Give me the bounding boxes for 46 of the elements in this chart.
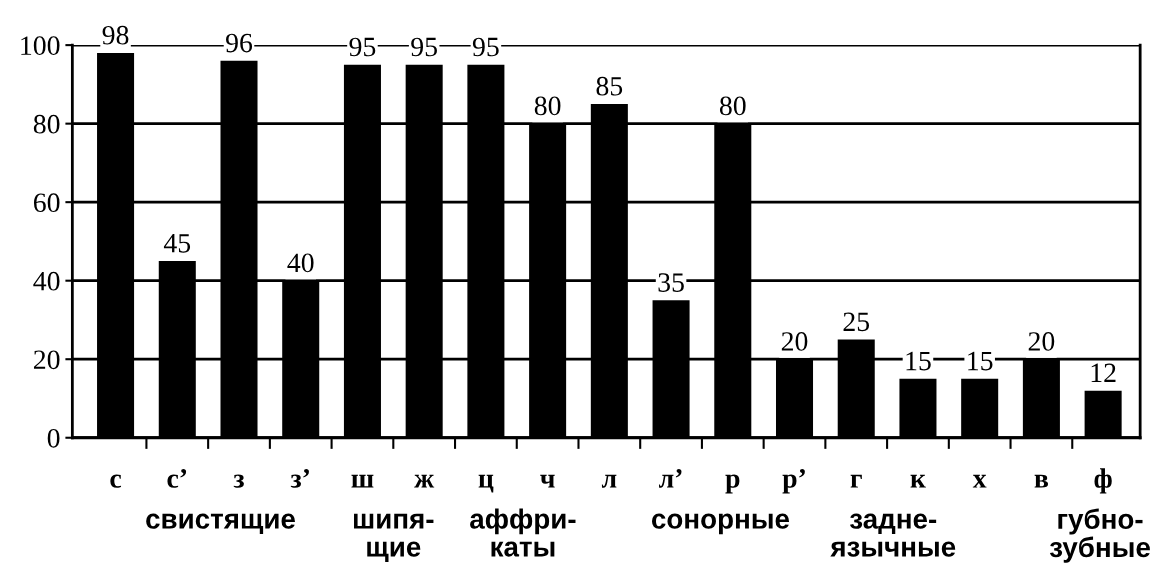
text: свистящие [146,513,295,535]
data-label: 95 [472,37,499,57]
x-tick-label: л’ [658,469,682,488]
data-label: 12 [1091,363,1116,382]
x-tick-label: ж [414,474,435,488]
data-label: 85 [596,76,623,96]
x-tick-label: с’ [167,469,187,488]
data-label: 98 [102,25,129,45]
x-tick-label: в [1034,474,1049,488]
x-tick-label: з [233,474,244,488]
data-label: 45 [163,234,191,253]
x-tick-label: к [910,474,926,488]
y-tick-label: 80 [33,114,60,134]
data-label: 20 [1028,332,1055,351]
x-tick-label: ч [540,474,555,488]
x-tick-label: г [850,474,862,488]
x-tick-label: з’ [290,469,309,488]
data-label: 20 [781,332,808,351]
text: задне- язычные [830,513,956,557]
data-label: 95 [411,37,437,57]
data-label: 95 [349,37,376,57]
x-tick-label: с [110,474,122,488]
data-label: 80 [719,96,746,116]
x-tick-label: ф [1094,468,1112,494]
x-tick-label: р [725,474,740,494]
data-label: 96 [226,33,253,53]
y-tick-label: 100 [21,36,60,56]
data-label: 80 [534,96,561,116]
data-label: 35 [658,273,684,292]
x-tick-label: х [972,474,987,488]
x-tick-label: л [601,474,617,488]
y-tick-label: 20 [33,350,60,370]
y-tick-label: 0 [47,428,60,448]
data-label: 15 [906,351,931,371]
data-label: 40 [287,253,314,273]
text: губно- зубные [1049,508,1150,563]
y-tick-label: 60 [33,193,60,213]
x-tick-label: ц [478,474,494,493]
x-tick-label: ш [351,474,374,488]
x-tick-label: р’ [782,469,805,494]
data-label: 15 [968,351,993,371]
text: сонорные [651,513,790,535]
text: шипя- щие [354,513,434,562]
data-label: 25 [843,312,870,332]
y-tick-label: 40 [33,271,60,291]
text: аффри- каты [470,508,576,557]
